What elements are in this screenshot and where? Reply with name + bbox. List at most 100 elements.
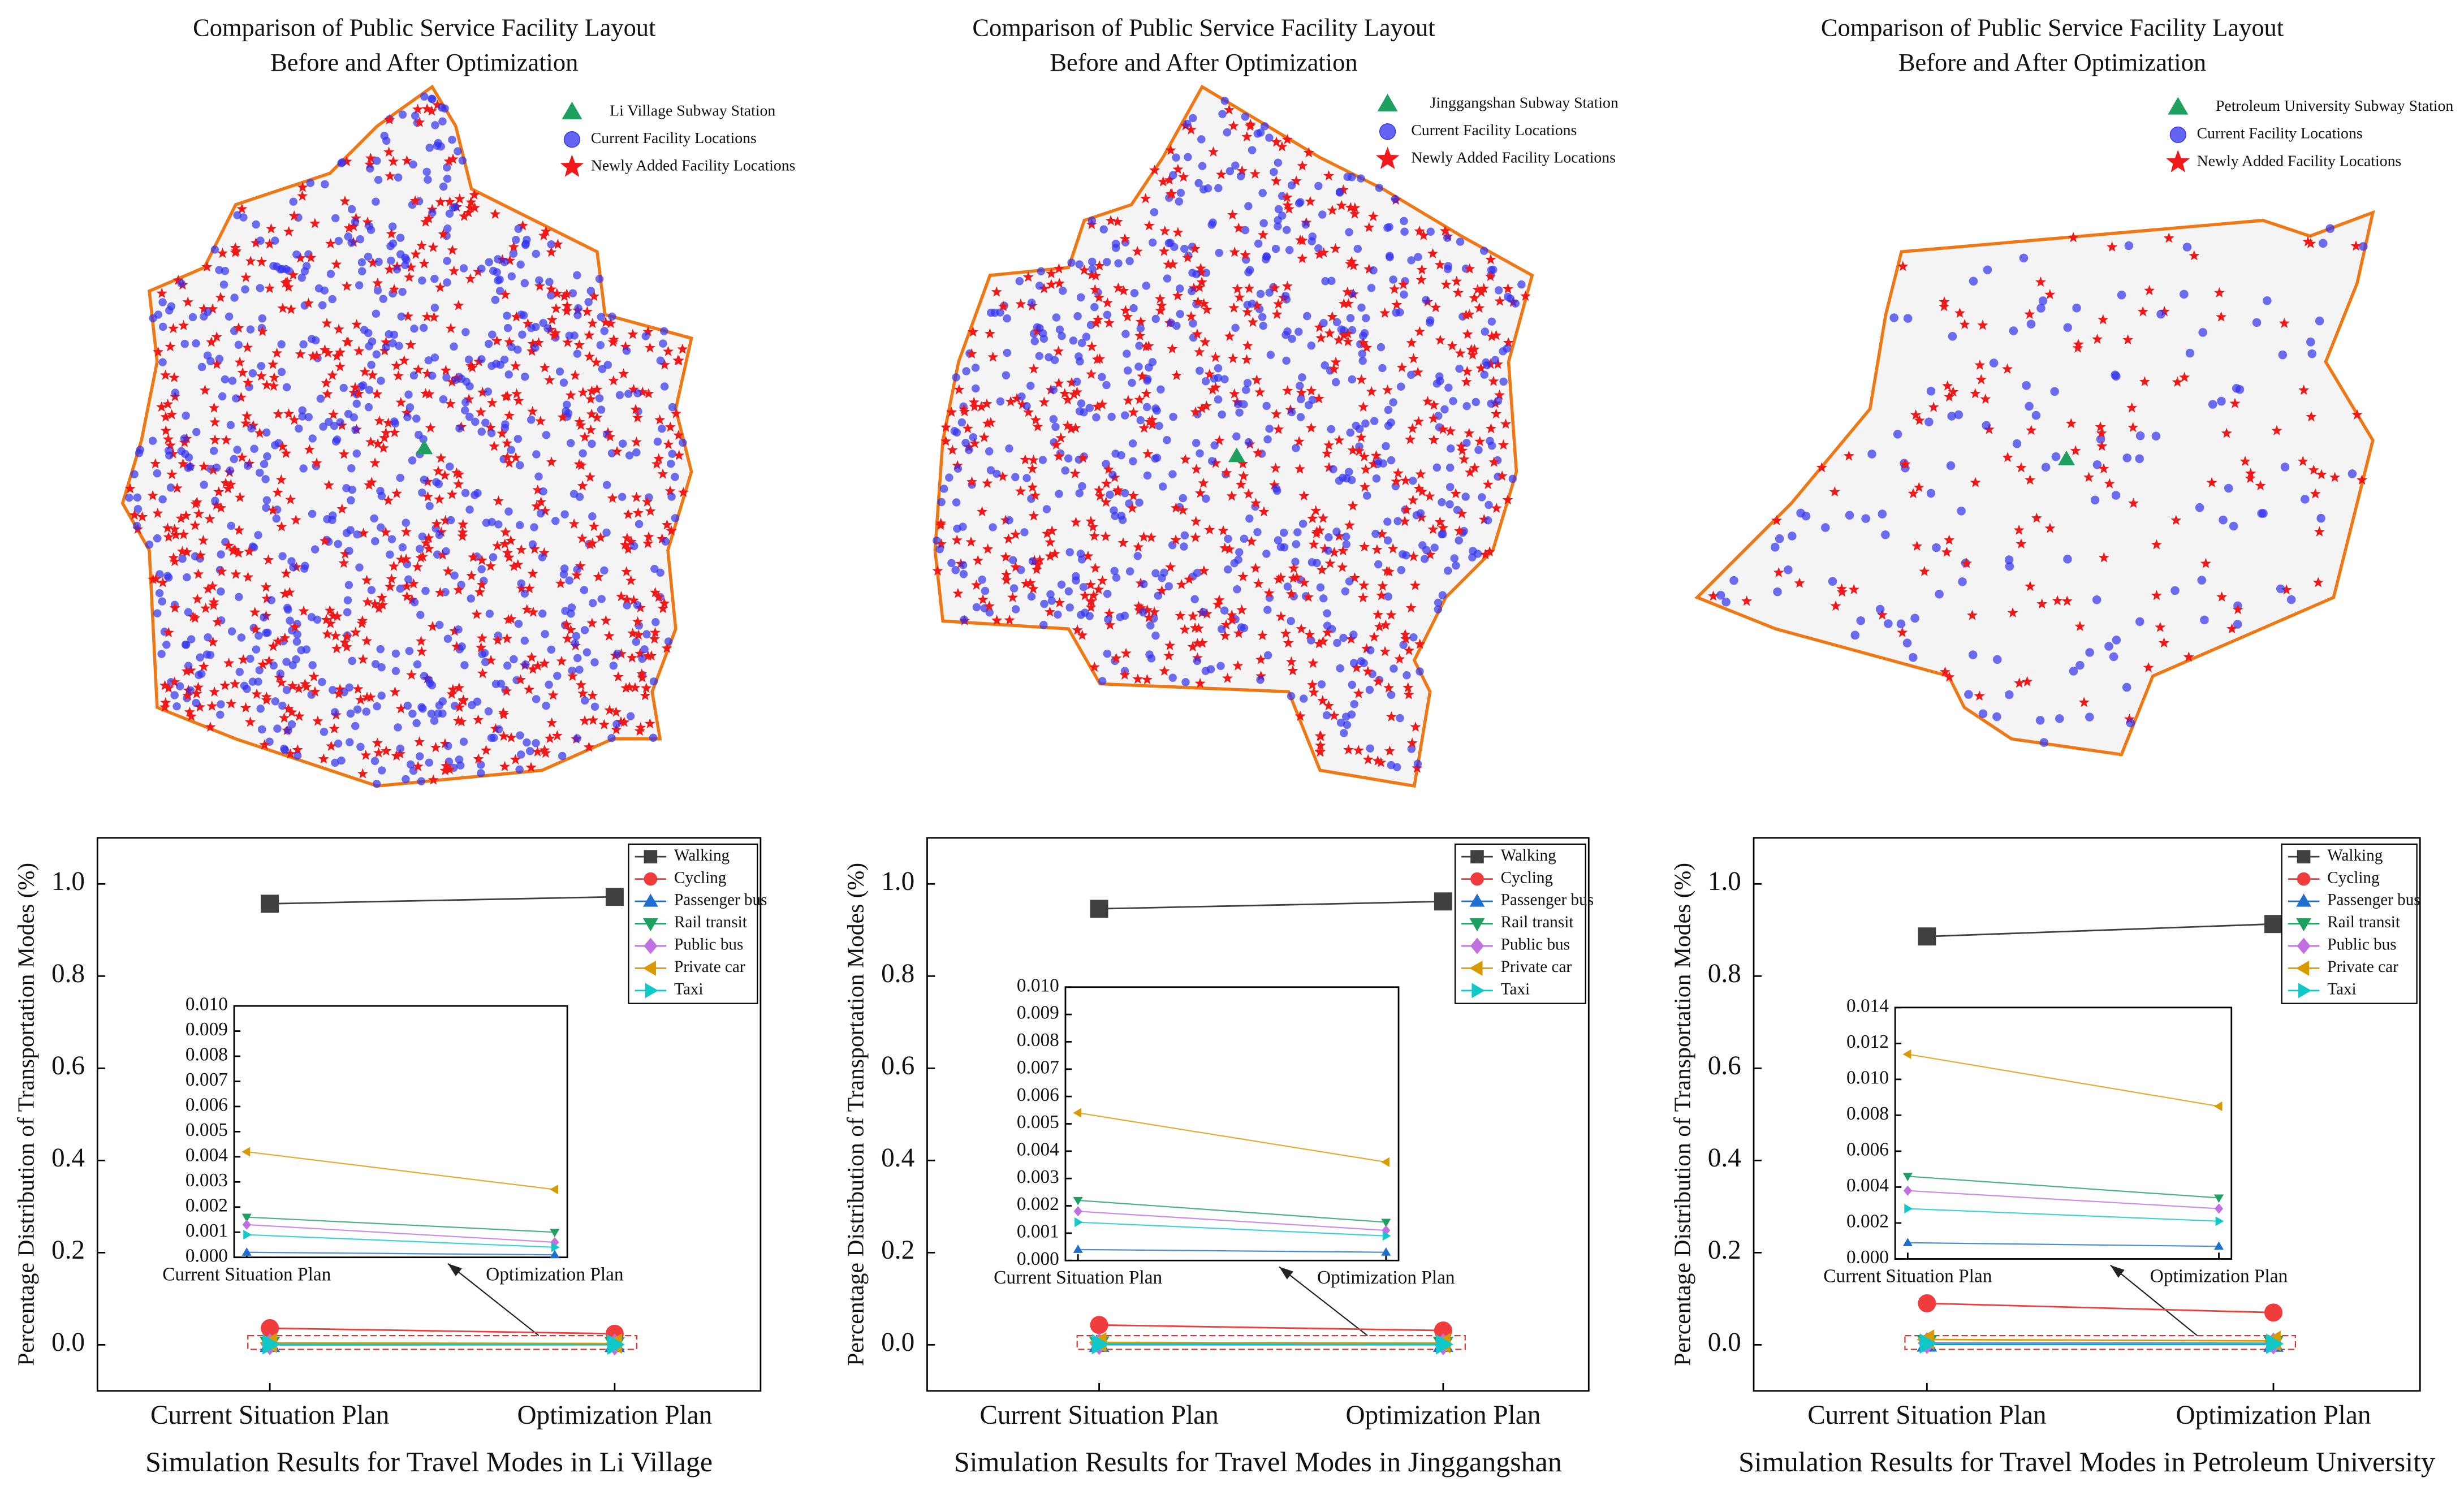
facility-dot — [282, 686, 291, 694]
facility-dot — [1017, 392, 1026, 401]
facility-dot — [515, 765, 524, 774]
y-tick-label: 0.2 — [881, 1235, 914, 1265]
facility-dot — [516, 750, 525, 759]
facility-dot — [1393, 763, 1401, 771]
facility-star — [508, 241, 519, 252]
facility-dot — [491, 680, 500, 688]
facility-star — [627, 329, 638, 339]
facility-star — [229, 544, 240, 555]
facility-dot — [1487, 317, 1496, 326]
facility-star — [1030, 414, 1041, 425]
facility-star — [1368, 458, 1379, 469]
facility-star — [504, 410, 515, 421]
facility-dot — [1262, 401, 1271, 411]
facility-dot — [348, 656, 356, 666]
facility-star — [1164, 640, 1176, 650]
facility-dot — [1445, 483, 1455, 491]
facility-star — [471, 608, 482, 619]
data-point — [1090, 900, 1108, 918]
facility-dot — [398, 287, 407, 296]
facility-dot — [1169, 412, 1177, 421]
facility-star — [264, 655, 275, 666]
facility-star — [531, 500, 542, 511]
facility-star — [284, 586, 295, 597]
facility-star — [269, 372, 280, 383]
facility-dot — [1232, 432, 1241, 441]
facility-dot — [217, 587, 225, 596]
inset-series-line — [1908, 1242, 2219, 1247]
facility-dot — [2117, 290, 2126, 300]
facility-star — [207, 303, 218, 314]
facility-star — [1127, 502, 1138, 513]
facility-dot — [314, 284, 323, 293]
facility-star — [1112, 486, 1123, 497]
facility-star — [1919, 565, 1930, 576]
facility-star — [575, 560, 586, 571]
facility-dot — [2041, 463, 2051, 472]
facility-dot — [164, 446, 173, 455]
facility-star — [2031, 512, 2042, 523]
facility-star — [1836, 583, 1848, 594]
facility-star — [166, 469, 178, 479]
facility-star — [1944, 671, 1955, 682]
facility-dot — [396, 234, 405, 242]
facility-dot — [372, 350, 381, 358]
facility-star — [607, 492, 618, 503]
facility-dot — [1274, 536, 1283, 545]
facility-star — [1367, 211, 1379, 222]
facility-star — [192, 593, 203, 604]
legend-label: Current Facility Locations — [591, 129, 757, 147]
facility-star — [976, 401, 987, 412]
facility-star — [1120, 647, 1132, 658]
facility-dot — [177, 279, 185, 288]
facility-dot — [2009, 326, 2018, 335]
facility-star — [2163, 232, 2174, 243]
facility-dot — [1129, 304, 1138, 313]
facility-dot — [2301, 495, 2310, 504]
facility-star — [453, 478, 464, 489]
facility-star — [2271, 425, 2282, 435]
facility-star — [1094, 260, 1105, 271]
facility-dot — [573, 734, 581, 743]
facility-star — [1407, 423, 1418, 434]
facility-star — [1488, 456, 1500, 467]
legend-marker — [642, 893, 658, 907]
facility-dot — [563, 412, 572, 421]
facility-star — [225, 479, 236, 490]
facility-star — [551, 730, 563, 741]
facility-star — [1297, 253, 1308, 263]
facility-dot — [269, 262, 278, 270]
facility-dot — [1220, 375, 1229, 383]
facility-star — [1167, 258, 1179, 269]
facility-star — [241, 410, 253, 421]
facility-dot — [1506, 294, 1515, 303]
facility-star — [527, 568, 538, 578]
facility-star — [1027, 482, 1038, 492]
facility-dot — [523, 738, 531, 747]
facility-star — [677, 343, 688, 354]
facility-dot — [438, 117, 447, 126]
facility-dot — [985, 608, 994, 617]
facility-star — [1133, 541, 1144, 552]
facility-star — [1323, 461, 1335, 473]
facility-dot — [1319, 318, 1328, 327]
facility-star — [1101, 478, 1112, 489]
facility-dot — [373, 286, 382, 295]
facility-dot — [328, 516, 336, 524]
facility-dot — [180, 339, 189, 348]
facility-star — [1229, 388, 1240, 399]
facility-star — [1212, 599, 1223, 610]
facility-dot — [331, 437, 340, 446]
facility-dot — [343, 608, 352, 616]
facility-star — [486, 397, 498, 408]
facility-dot — [1304, 401, 1313, 409]
facility-dot — [1482, 358, 1490, 367]
facility-dot — [1215, 249, 1223, 257]
facility-star — [1322, 626, 1333, 637]
inset-frame — [1894, 1006, 2233, 1260]
facility-dot — [1274, 216, 1282, 224]
facility-dot — [516, 731, 524, 740]
facility-star — [376, 592, 387, 603]
facility-star — [2245, 473, 2256, 483]
facility-star — [1428, 399, 1440, 410]
